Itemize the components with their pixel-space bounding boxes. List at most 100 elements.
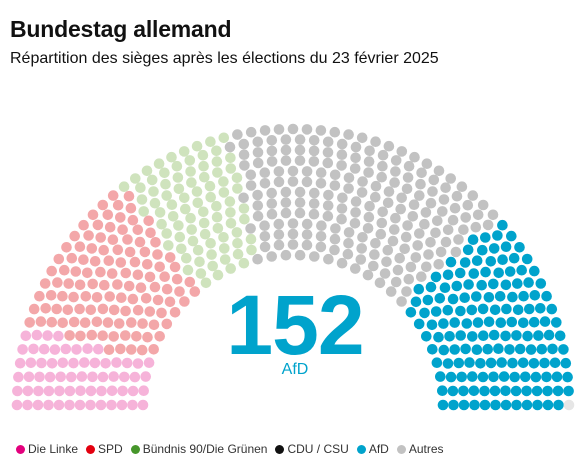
seat-die-linke	[106, 385, 118, 397]
seat-afd	[521, 399, 533, 411]
seat-cdu-csu	[396, 146, 408, 157]
seat-afd	[529, 290, 541, 301]
seat-spd	[126, 344, 137, 355]
seat-spd	[132, 304, 144, 316]
seat-afd	[521, 253, 533, 265]
seat-afd	[521, 385, 532, 397]
seat-afd	[500, 241, 512, 252]
seat-spd	[95, 232, 106, 243]
seat-cdu-csu	[403, 160, 415, 172]
seat-cdu-csu	[470, 221, 482, 233]
seat-spd	[132, 224, 144, 236]
seat-cdu-csu	[336, 257, 348, 269]
seat-cdu-csu	[273, 166, 285, 177]
legend-item-cdu-csu: CDU / CSU	[275, 442, 349, 456]
seat-cdu-csu	[336, 213, 347, 225]
seat-cdu-csu	[408, 199, 420, 210]
seat-cdu-csu	[287, 239, 299, 250]
seat-afd	[535, 278, 547, 289]
seat-cdu-csu	[301, 239, 313, 251]
seat-cdu-csu	[322, 200, 334, 211]
seat-spd	[112, 244, 124, 256]
seat-afd	[500, 399, 512, 411]
seat-afd	[541, 371, 552, 383]
seat-afd	[517, 357, 529, 369]
seat-spd	[78, 254, 89, 265]
seat-spd	[92, 219, 104, 231]
seat-afd	[504, 344, 515, 355]
seat-cdu-csu	[377, 160, 388, 172]
seat-afd	[447, 293, 459, 305]
seat-spd	[70, 266, 82, 277]
seat-die-linke	[96, 385, 107, 397]
seat-b-ndnis-90-die-gr-nen	[171, 160, 183, 172]
seat-cdu-csu	[323, 253, 334, 265]
seat-spd	[115, 212, 126, 223]
chart-title: Bundestag allemand	[10, 16, 232, 42]
seat-afd	[476, 279, 488, 291]
legend-swatch	[396, 444, 406, 454]
seat-cdu-csu	[252, 189, 263, 201]
seat-afd	[514, 242, 525, 253]
seat-spd	[24, 317, 35, 328]
seat-cdu-csu	[287, 165, 299, 177]
seat-cdu-csu	[437, 206, 448, 217]
seat-cdu-csu	[363, 167, 374, 178]
seat-spd	[131, 331, 142, 342]
seat-cdu-csu	[412, 240, 424, 251]
seat-cdu-csu	[400, 231, 412, 243]
seat-cdu-csu	[350, 152, 361, 164]
seat-b-ndnis-90-die-gr-nen	[231, 227, 243, 238]
seat-cdu-csu	[432, 215, 443, 227]
seat-b-ndnis-90-die-gr-nen	[207, 260, 218, 272]
seat-spd	[154, 331, 165, 342]
seat-cdu-csu	[350, 263, 361, 274]
seat-cdu-csu	[301, 218, 313, 230]
seat-spd	[80, 291, 92, 302]
seat-spd	[144, 306, 156, 317]
seat-spd	[57, 290, 68, 302]
seat-b-ndnis-90-die-gr-nen	[239, 213, 250, 225]
seat-afd	[506, 230, 517, 242]
seat-die-linke	[60, 343, 72, 355]
legend-swatch	[86, 444, 96, 454]
seat-cdu-csu	[301, 124, 313, 135]
seat-cdu-csu	[308, 156, 320, 167]
seat-cdu-csu	[403, 273, 415, 285]
seat-die-linke	[44, 371, 56, 383]
seat-afd	[445, 371, 457, 383]
seat-b-ndnis-90-die-gr-nen	[187, 235, 199, 247]
seat-die-linke	[116, 399, 128, 411]
seat-b-ndnis-90-die-gr-nen	[238, 203, 250, 214]
seat-die-linke	[17, 344, 28, 355]
seat-cdu-csu	[421, 261, 432, 273]
seat-spd	[132, 269, 144, 281]
seat-cdu-csu	[362, 223, 374, 234]
seat-cdu-csu	[259, 178, 271, 189]
seat-die-linke	[143, 357, 155, 369]
seat-afd	[459, 292, 471, 304]
seat-afd	[433, 331, 444, 343]
seat-spd	[127, 293, 139, 305]
seat-afd	[488, 329, 500, 341]
seat-spd	[152, 249, 163, 260]
seat-afd	[539, 316, 551, 327]
seat-afd	[469, 399, 480, 411]
seat-spd	[34, 290, 45, 302]
seat-die-linke	[111, 357, 122, 368]
seat-afd	[549, 357, 561, 369]
seat-cdu-csu	[252, 157, 264, 169]
seat-cdu-csu	[294, 207, 306, 219]
seat-afd	[455, 305, 466, 317]
seat-afd	[477, 244, 488, 256]
seat-spd	[74, 303, 85, 315]
seat-afd	[477, 303, 489, 315]
seat-spd	[136, 344, 148, 356]
seat-spd	[86, 329, 98, 341]
seat-afd	[479, 399, 491, 411]
seat-b-ndnis-90-die-gr-nen	[173, 183, 185, 195]
seat-spd	[46, 316, 58, 328]
seat-cdu-csu	[224, 141, 236, 153]
seat-cdu-csu	[462, 199, 474, 211]
seat-spd	[62, 304, 74, 316]
